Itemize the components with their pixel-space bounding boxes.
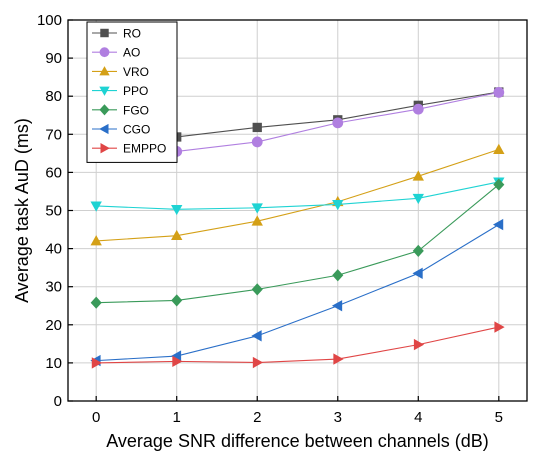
legend-box — [86, 21, 178, 163]
series-line-emppo — [96, 326, 499, 364]
point-emppo — [413, 338, 425, 351]
legend-item-vro: VRO — [92, 65, 149, 79]
legend-marker-fgo — [99, 104, 110, 116]
legend-item-fgo: FGO — [92, 103, 149, 117]
point-ppo — [251, 203, 263, 214]
y-tick-label: 60 — [45, 164, 62, 181]
point-emppo — [494, 321, 505, 333]
point-emppo — [91, 357, 103, 369]
point-fgo — [251, 283, 263, 296]
legend-marker-cgo — [99, 123, 109, 135]
legend-label: RO — [123, 27, 141, 41]
series-line-fgo — [96, 184, 500, 304]
y-axis-label: Average task AuD (ms) — [12, 118, 32, 303]
grid — [68, 20, 527, 401]
y-tick-label: 0 — [54, 393, 62, 410]
x-tick-label: 1 — [173, 409, 181, 426]
point-cgo — [492, 218, 504, 231]
series-cgo — [90, 218, 504, 367]
series-fgo — [90, 178, 505, 309]
point-ro — [252, 122, 262, 133]
x-tick-label: 4 — [414, 409, 422, 426]
y-tick-label: 80 — [45, 88, 62, 105]
point-vro — [412, 170, 424, 181]
x-axis-label: Average SNR difference between channels … — [106, 431, 489, 451]
series-line-vro — [96, 149, 499, 242]
y-tick-label: 90 — [45, 50, 62, 67]
point-ao — [251, 136, 263, 148]
point-vro — [251, 215, 263, 226]
legend-label: AO — [123, 46, 140, 60]
series-emppo — [91, 321, 505, 369]
series-ppo — [90, 177, 505, 216]
y-tick-label: 30 — [45, 279, 62, 296]
point-ao — [493, 86, 505, 98]
legend-item-ro: RO — [92, 27, 141, 41]
series-line-cgo — [96, 224, 500, 362]
x-tick-label: 5 — [495, 409, 503, 426]
series-line-ppo — [96, 181, 499, 210]
x-tick-label: 3 — [334, 409, 342, 426]
point-fgo — [90, 296, 102, 309]
point-vro — [493, 143, 505, 154]
point-fgo — [493, 178, 505, 191]
x-tick-label: 0 — [92, 409, 100, 426]
legend-item-emppo: EMPPO — [92, 142, 166, 156]
point-vro — [90, 235, 102, 246]
legend-marker-ao — [99, 47, 110, 58]
legend-label: CGO — [123, 123, 150, 137]
point-vro — [171, 229, 183, 241]
legend-item-ao: AO — [92, 46, 140, 60]
point-ppo — [332, 200, 344, 211]
legend-marker-ro — [100, 28, 109, 38]
x-tick-label: 2 — [253, 409, 261, 426]
point-emppo — [333, 353, 344, 365]
y-tick-label: 100 — [37, 12, 62, 29]
y-tick-label: 40 — [45, 241, 62, 258]
point-ao — [332, 117, 344, 129]
point-fgo — [332, 269, 344, 282]
legend-item-ppo: PPO — [92, 84, 148, 98]
point-ppo — [171, 204, 183, 216]
legend-label: VRO — [123, 65, 149, 79]
legend-label: FGO — [123, 103, 149, 117]
point-fgo — [171, 294, 183, 307]
point-ao — [412, 103, 424, 115]
point-cgo — [412, 267, 423, 280]
y-tick-label: 70 — [45, 126, 62, 143]
point-ppo — [412, 193, 424, 205]
legend-item-cgo: CGO — [92, 123, 150, 137]
legend: RO AO VRO PPO FGO CGO EMPPO — [86, 21, 178, 163]
point-ppo — [90, 201, 102, 212]
point-cgo — [331, 300, 343, 312]
legend-label: EMPPO — [123, 142, 166, 156]
legend-marker-ppo — [99, 86, 110, 96]
point-fgo — [412, 244, 424, 257]
legend-marker-emppo — [100, 143, 110, 154]
y-tick-label: 10 — [45, 355, 62, 372]
point-cgo — [251, 330, 262, 342]
legend-marker-vro — [99, 66, 110, 76]
legend-label: PPO — [123, 84, 148, 98]
point-emppo — [172, 355, 183, 368]
point-emppo — [252, 356, 264, 369]
y-tick-label: 50 — [45, 203, 62, 220]
y-tick-label: 20 — [45, 317, 62, 334]
